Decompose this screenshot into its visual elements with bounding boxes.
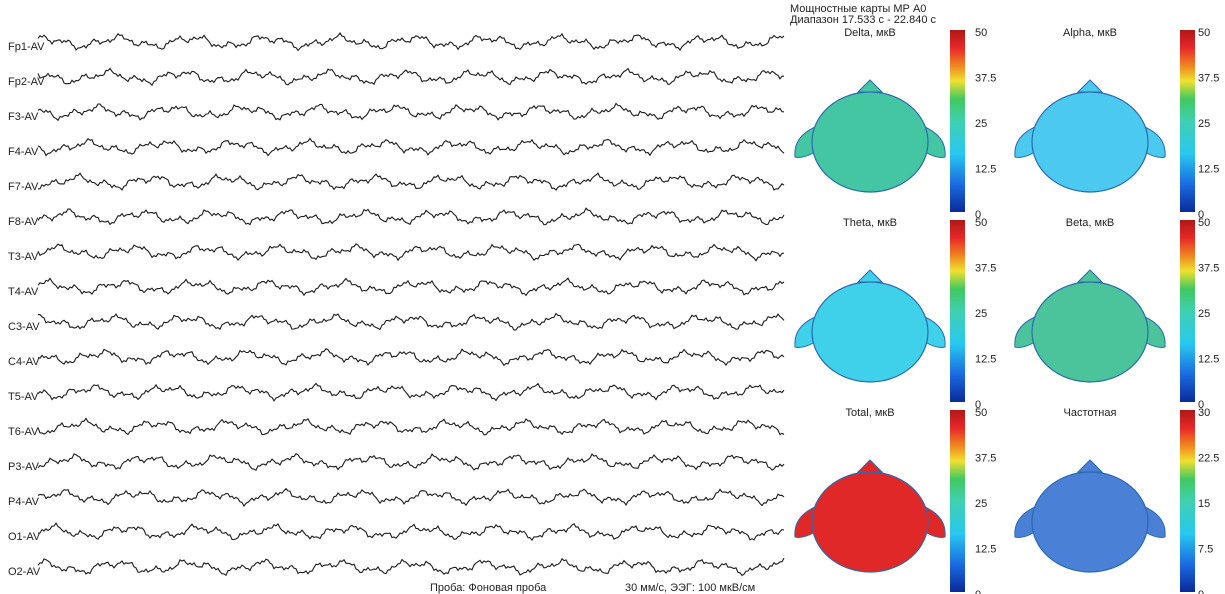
channel-label: O2-AV	[8, 566, 41, 578]
map-title: Частотная	[1064, 407, 1117, 419]
channel-label: F8-AV	[8, 216, 39, 228]
head-map	[812, 282, 928, 382]
colorbar-label: 0	[975, 589, 981, 594]
head-map	[1032, 282, 1148, 382]
colorbar-label: 12.5	[1198, 163, 1219, 175]
map-title: Beta, мкВ	[1066, 217, 1114, 229]
colorbar-label: 30	[1198, 407, 1210, 419]
colorbar-label: 37.5	[975, 262, 996, 274]
colorbar-label: 25	[1198, 308, 1210, 320]
channel-label: F7-AV	[8, 181, 39, 193]
maps-range: Диапазон 17.533 с - 22.840 с	[790, 14, 937, 26]
channel-label: T5-AV	[8, 391, 39, 403]
map-title: Alpha, мкВ	[1063, 27, 1117, 39]
colorbar-label: 25	[1198, 118, 1210, 130]
colorbar	[950, 410, 965, 592]
colorbar-label: 0	[1198, 589, 1204, 594]
colorbar	[950, 30, 965, 212]
colorbar-label: 25	[975, 308, 987, 320]
channel-label: C3-AV	[8, 321, 40, 333]
colorbar-label: 25	[975, 498, 987, 510]
colorbar-label: 50	[975, 407, 987, 419]
map-title: Delta, мкВ	[844, 27, 896, 39]
channel-label: P3-AV	[8, 461, 40, 473]
map-title: Theta, мкВ	[843, 217, 897, 229]
colorbar-label: 50	[1198, 27, 1210, 39]
channel-label: T3-AV	[8, 251, 39, 263]
channel-label: T4-AV	[8, 286, 39, 298]
head-map	[812, 472, 928, 572]
colorbar	[950, 220, 965, 402]
head-map	[1032, 92, 1148, 192]
channel-label: C4-AV	[8, 356, 40, 368]
channel-label: Fp2-AV	[8, 76, 45, 88]
colorbar-label: 37.5	[975, 452, 996, 464]
channel-label: T6-AV	[8, 426, 39, 438]
colorbar-label: 50	[1198, 217, 1210, 229]
colorbar-label: 22.5	[1198, 452, 1219, 464]
colorbar-label: 12.5	[975, 543, 996, 555]
page: { "header": {"title": "Мощностные карты …	[0, 0, 1225, 594]
colorbar-label: 37.5	[1198, 262, 1219, 274]
footer-probe: Проба: Фоновая проба	[430, 582, 547, 594]
colorbar	[1180, 220, 1195, 402]
colorbar-label: 37.5	[975, 72, 996, 84]
colorbar-label: 50	[975, 217, 987, 229]
colorbar-label: 12.5	[975, 163, 996, 175]
channel-label: F4-AV	[8, 146, 39, 158]
colorbar	[1180, 410, 1195, 592]
colorbar-label: 7.5	[1198, 543, 1213, 555]
channel-label: P4-AV	[8, 496, 40, 508]
colorbar-label: 25	[975, 118, 987, 130]
map-title: Total, мкВ	[845, 407, 894, 419]
channel-label: Fp1-AV	[8, 41, 45, 53]
footer-settings: 30 мм/с, ЭЭГ: 100 мкВ/см	[625, 582, 755, 594]
colorbar	[1180, 30, 1195, 212]
head-map	[1032, 472, 1148, 572]
eeg-report: Мощностные карты МР А0 Диапазон 17.533 с…	[0, 0, 1225, 594]
colorbar-label: 50	[975, 27, 987, 39]
colorbar-label: 37.5	[1198, 72, 1219, 84]
colorbar-label: 12.5	[975, 353, 996, 365]
channel-label: F3-AV	[8, 111, 39, 123]
colorbar-label: 15	[1198, 498, 1210, 510]
head-map	[812, 92, 928, 192]
colorbar-label: 12.5	[1198, 353, 1219, 365]
channel-label: O1-AV	[8, 531, 41, 543]
